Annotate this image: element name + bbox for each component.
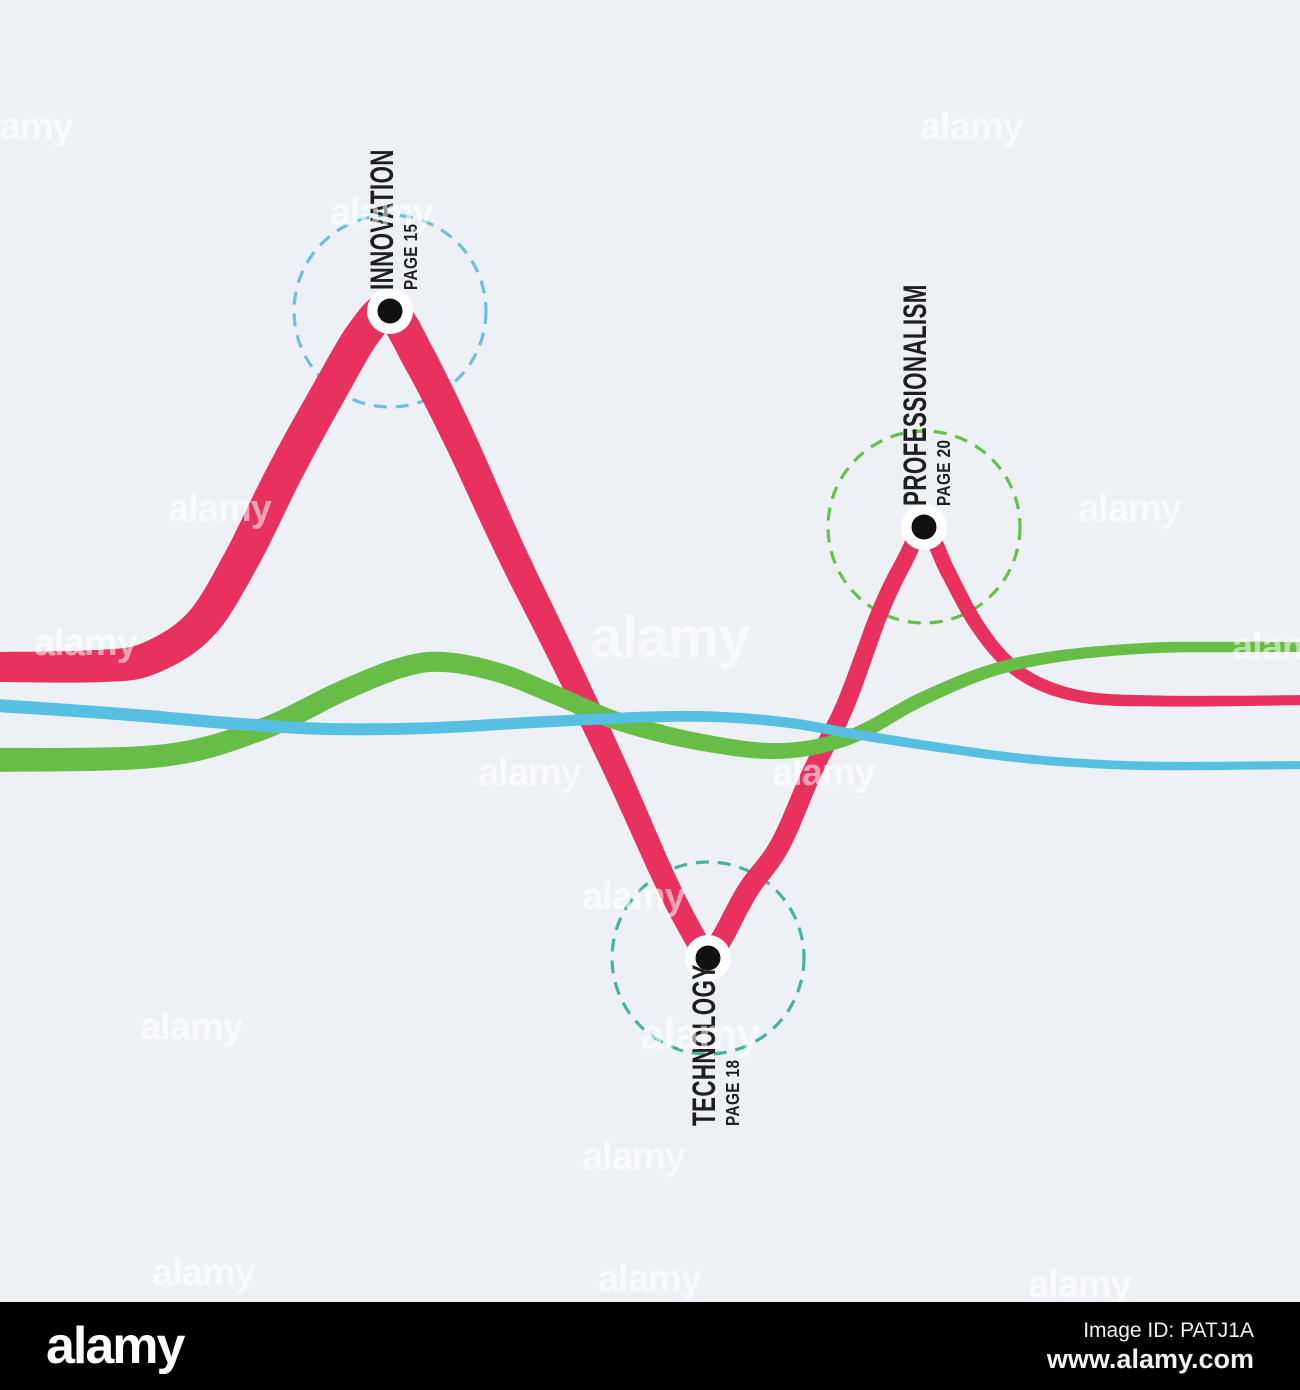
marker-label-professionalism: PROFESSIONALISM PAGE 20 <box>897 189 954 506</box>
image-id-text: Image ID: PATJ1A <box>1083 1319 1254 1342</box>
marker-dot <box>695 945 721 971</box>
dashed-circle <box>292 213 488 409</box>
marker-dot <box>911 514 937 540</box>
green-line <box>0 641 1300 772</box>
pink-line <box>0 293 1300 968</box>
dashed-circle <box>610 860 806 1056</box>
marker-title: TECHNOLOGY <box>686 964 722 1126</box>
marker-dot <box>377 298 403 324</box>
marker-title: PROFESSIONALISM <box>897 284 933 506</box>
blue-line <box>0 699 1300 771</box>
alamy-logo: alamy <box>46 1317 185 1375</box>
dashed-circle <box>826 429 1022 625</box>
marker-page-ref: PAGE 20 <box>934 439 954 506</box>
alamy-url-text: www.alamy.com <box>1046 1344 1254 1374</box>
marker-label-technology: TECHNOLOGY PAGE 18 <box>686 895 743 1126</box>
marker-label-innovation: INNOVATION PAGE 15 <box>364 89 421 290</box>
alamy-footer-bar: alamy Image ID: PATJ1A www.alamy.com <box>0 1302 1300 1390</box>
marker-title: INNOVATION <box>364 149 400 290</box>
footer-credits: Image ID: PATJ1A www.alamy.com <box>1047 1318 1254 1374</box>
marker-page-ref: PAGE 18 <box>723 1059 743 1126</box>
marker-page-ref: PAGE 15 <box>401 223 421 290</box>
